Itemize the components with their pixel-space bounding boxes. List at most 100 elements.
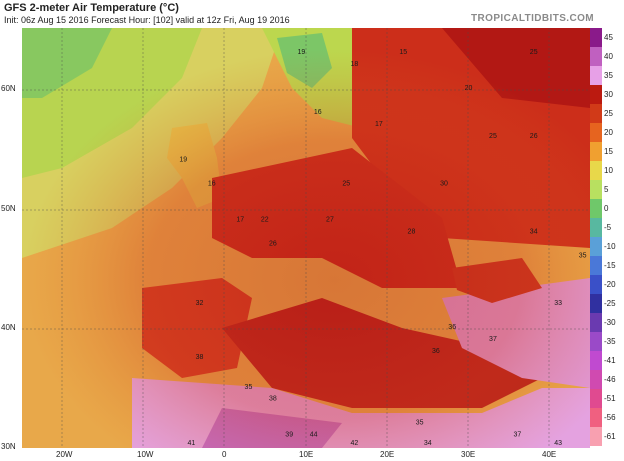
- colorbar-label: 10: [604, 165, 613, 175]
- temperature-value: 18: [351, 61, 359, 68]
- temperature-value: 17: [236, 216, 244, 223]
- lon-label-0: 0: [222, 450, 227, 459]
- lon-label-20e: 20E: [380, 450, 395, 459]
- colorbar-swatch: [590, 256, 602, 276]
- temperature-value: 26: [530, 133, 538, 140]
- colorbar-label: -35: [604, 336, 616, 346]
- colorbar-swatch: [590, 28, 602, 48]
- colorbar-label: 15: [604, 146, 613, 156]
- colorbar-swatch: [590, 161, 602, 181]
- colorbar-swatch: [590, 85, 602, 105]
- lat-label-50n: 50N: [1, 204, 16, 213]
- colorbar-swatches: [590, 28, 602, 446]
- temperature-value: 34: [530, 228, 538, 235]
- colorbar-swatch: [590, 275, 602, 295]
- map-subtitle: Init: 06z Aug 15 2016 Forecast Hour: [10…: [4, 15, 290, 25]
- colorbar-label: -46: [604, 374, 616, 384]
- colorbar-swatch: [590, 408, 602, 428]
- temperature-value: 38: [196, 354, 204, 361]
- colorbar-swatch: [590, 294, 602, 314]
- temperature-map-svg: 19 16 15 25 18 20 17 19 16 17 22 26 27 25 28 30 25 26 34 35…: [22, 28, 590, 448]
- temperature-value: 44: [310, 432, 318, 439]
- colorbar-swatch: [590, 332, 602, 352]
- temperature-value: 35: [416, 420, 424, 427]
- temperature-value: 27: [326, 216, 334, 223]
- temperature-value: 28: [408, 228, 416, 235]
- colorbar-swatch: [590, 66, 602, 86]
- temperature-value: 34: [424, 440, 432, 447]
- colorbar-label: -41: [604, 355, 616, 365]
- temperature-map: 19 16 15 25 18 20 17 19 16 17 22 26 27 25 28 30 25 26 34 35…: [22, 28, 590, 448]
- lat-label-60n: 60N: [1, 84, 16, 93]
- lon-label-20w: 20W: [56, 450, 73, 459]
- temperature-value-labels: 19 16 15 25 18 20 17 19 16 17 22 26 27 25 28 30 25 26 34 35…: [179, 49, 586, 447]
- temperature-value: 41: [188, 440, 196, 447]
- colorbar-swatch: [590, 47, 602, 67]
- colorbar-label: 25: [604, 108, 613, 118]
- colorbar-label: -51: [604, 393, 616, 403]
- colorbar-label: -56: [604, 412, 616, 422]
- colorbar-swatch: [590, 199, 602, 219]
- colorbar-label: -25: [604, 298, 616, 308]
- temperature-value: 30: [440, 181, 448, 188]
- temperature-value: 32: [196, 300, 204, 307]
- colorbar: [590, 28, 602, 446]
- lon-label-10w: 10W: [137, 450, 154, 459]
- temperature-value: 35: [245, 384, 253, 391]
- colorbar-swatch: [590, 123, 602, 143]
- colorbar-swatch: [590, 180, 602, 200]
- colorbar-label: -61: [604, 431, 616, 441]
- lat-label-30n: 30N: [1, 442, 16, 451]
- colorbar-swatch: [590, 104, 602, 124]
- temperature-value: 17: [375, 121, 383, 128]
- colorbar-label: -30: [604, 317, 616, 327]
- temperature-value: 37: [514, 432, 522, 439]
- colorbar-label: 20: [604, 127, 613, 137]
- colorbar-swatch: [590, 218, 602, 238]
- colorbar-label: 40: [604, 51, 613, 61]
- temperature-value: 35: [579, 252, 587, 259]
- colorbar-label: 45: [604, 32, 613, 42]
- temperature-value: 22: [261, 216, 269, 223]
- temperature-value: 39: [285, 432, 293, 439]
- colorbar-swatch: [590, 427, 602, 446]
- colorbar-swatch: [590, 351, 602, 371]
- colorbar-label: 30: [604, 89, 613, 99]
- colorbar-swatch: [590, 142, 602, 162]
- lat-label-40n: 40N: [1, 323, 16, 332]
- colorbar-swatch: [590, 313, 602, 333]
- temperature-value: 19: [298, 49, 306, 56]
- temperature-value: 20: [465, 85, 473, 92]
- colorbar-label: 0: [604, 203, 609, 213]
- temperature-value: 38: [269, 396, 277, 403]
- colorbar-swatch: [590, 237, 602, 257]
- temperature-value: 33: [554, 300, 562, 307]
- temperature-value: 16: [208, 181, 216, 188]
- colorbar-swatch: [590, 389, 602, 409]
- temperature-value: 25: [530, 49, 538, 56]
- graticule: [22, 28, 590, 448]
- colorbar-swatch: [590, 370, 602, 390]
- map-title: GFS 2-meter Air Temperature (°C): [4, 2, 179, 14]
- temperature-value: 25: [489, 133, 497, 140]
- temperature-value: 15: [399, 49, 407, 56]
- colorbar-label: -20: [604, 279, 616, 289]
- brand-watermark: TROPICALTIDBITS.COM: [471, 13, 594, 24]
- temperature-value: 26: [269, 240, 277, 247]
- temperature-value: 43: [554, 440, 562, 447]
- colorbar-label: -10: [604, 241, 616, 251]
- lon-label-10e: 10E: [299, 450, 314, 459]
- temperature-value: 16: [314, 109, 322, 116]
- colorbar-label: 35: [604, 70, 613, 80]
- temperature-value: 42: [351, 440, 359, 447]
- temperature-value: 25: [342, 181, 350, 188]
- temperature-value: 19: [179, 157, 187, 164]
- colorbar-label: 5: [604, 184, 609, 194]
- colorbar-label: -15: [604, 260, 616, 270]
- temperature-value: 36: [432, 348, 440, 355]
- temperature-value: 37: [489, 336, 497, 343]
- temperature-value: 36: [448, 324, 456, 331]
- lon-label-30e: 30E: [461, 450, 476, 459]
- lon-label-40e: 40E: [542, 450, 557, 459]
- colorbar-label: -5: [604, 222, 612, 232]
